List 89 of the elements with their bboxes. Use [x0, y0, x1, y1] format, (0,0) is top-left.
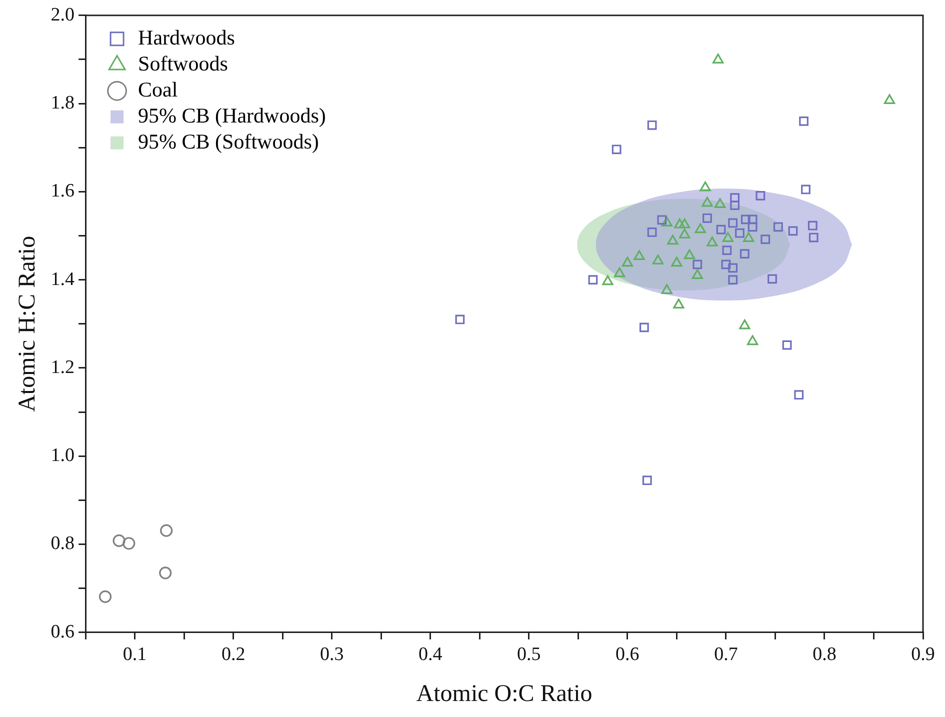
point [728, 275, 738, 285]
point [884, 94, 896, 104]
point [801, 184, 810, 194]
point [673, 298, 684, 308]
point [730, 193, 740, 203]
point [634, 250, 645, 260]
x-tick-label: 0.7 [714, 644, 738, 665]
point [728, 218, 738, 228]
point [739, 319, 750, 330]
y-tick-label: 1.0 [50, 445, 75, 466]
x-tick-label: 0.3 [320, 644, 344, 665]
point [740, 214, 750, 224]
point [622, 256, 633, 267]
point [112, 534, 126, 548]
point [721, 260, 731, 270]
point [671, 256, 682, 267]
x-axis-title: Atomic O:C Ratio [416, 680, 592, 707]
y-tick-label: 2.0 [50, 4, 75, 26]
x-tick-label: 0.4 [418, 644, 443, 665]
point [160, 524, 173, 537]
y-tick-label: 1.2 [50, 356, 75, 378]
point [700, 181, 711, 192]
point [743, 232, 754, 242]
point [159, 566, 172, 580]
y-axis-title: Atomic H:C Ratio [14, 236, 41, 412]
point [612, 144, 622, 154]
point [455, 314, 465, 324]
point [679, 228, 690, 238]
legend-label: Hardwoods [138, 25, 235, 50]
point [647, 120, 657, 130]
point [722, 246, 732, 255]
point [588, 275, 598, 285]
point [768, 274, 777, 284]
point [642, 476, 652, 486]
x-tick-label: 0.6 [616, 644, 640, 665]
legend-label: Softwoods [138, 51, 228, 76]
point [808, 232, 818, 242]
x-tick-label: 0.5 [517, 644, 541, 665]
point [735, 228, 744, 238]
point [799, 116, 808, 126]
x-tick-label: 0.8 [812, 644, 836, 665]
point [702, 196, 713, 207]
legend-label: Coal [138, 77, 178, 102]
point [760, 234, 770, 244]
point [652, 254, 664, 264]
point [684, 249, 696, 260]
point [639, 322, 649, 332]
point [808, 220, 818, 230]
point [98, 590, 112, 603]
y-tick-label: 0.8 [50, 533, 75, 554]
point [748, 222, 758, 232]
point [657, 215, 667, 225]
x-tick-label: 0.1 [122, 644, 147, 665]
point [647, 228, 657, 237]
point [756, 190, 766, 200]
point [679, 218, 690, 228]
point [748, 214, 758, 224]
point [122, 537, 136, 550]
y-tick-label: 1.4 [50, 268, 76, 290]
point [746, 335, 758, 346]
point [712, 54, 724, 64]
point [614, 267, 626, 278]
point [694, 223, 706, 234]
y-tick-label: 1.8 [50, 92, 75, 114]
point [794, 390, 804, 400]
point [602, 275, 614, 286]
point [740, 249, 750, 259]
point [728, 263, 738, 273]
point [782, 340, 792, 350]
point [702, 213, 712, 223]
point [788, 226, 798, 236]
point [674, 218, 686, 228]
point [692, 269, 703, 279]
y-tick-label: 0.6 [50, 621, 75, 642]
legend-label: 95% CB (Hardwoods) [138, 103, 326, 128]
x-tick-label: 0.2 [221, 644, 246, 665]
point [722, 232, 734, 242]
point [692, 260, 702, 270]
point [730, 200, 740, 210]
legend-label: 95% CB (Softwoods) [138, 129, 319, 154]
point [716, 224, 726, 234]
point [667, 234, 678, 245]
y-tick-label: 1.6 [50, 180, 75, 202]
point [714, 198, 726, 208]
point [773, 222, 783, 232]
point [661, 216, 672, 227]
point [661, 284, 672, 294]
point [706, 236, 718, 246]
x-tick-label: 0.9 [911, 644, 935, 665]
